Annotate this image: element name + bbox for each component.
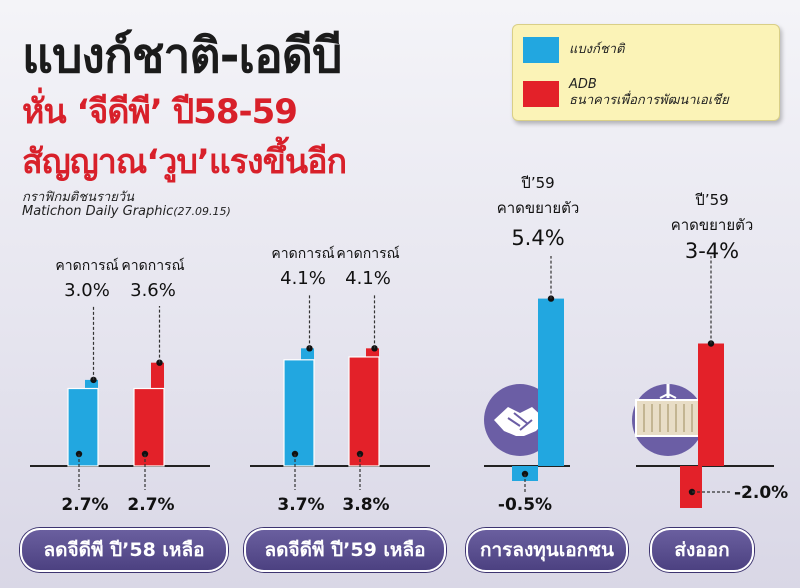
bar-value-1-bot xyxy=(283,359,315,467)
title-line-1: แบงก์ชาติ-เอดีบี xyxy=(22,28,342,84)
forecast-label-0-adb: 3.6% xyxy=(130,280,176,301)
bar-value-3-adb xyxy=(680,466,702,508)
forecast-caption-0-adb: คาดการณ์ xyxy=(121,257,184,274)
cargo-container-icon xyxy=(632,384,704,456)
value-label-2-bot: -0.5% xyxy=(498,495,552,515)
forecast-caption-1-bot: คาดการณ์ xyxy=(271,245,334,262)
bar-forecast-2-bot xyxy=(538,298,564,466)
category-pill-gdp58: ลดจีดีพี ปี’58 เหลือ xyxy=(20,528,228,572)
legend-label-adb: ADB xyxy=(569,77,597,92)
value-label-3-adb: -2.0% xyxy=(734,483,788,503)
value-label-0-bot: 2.7% xyxy=(61,495,108,515)
bar-forecast-3-adb xyxy=(698,343,724,466)
category-pill-gdp59: ลดจีดีพี ปี’59 เหลือ xyxy=(244,528,446,572)
category-pill-exports: ส่งออก xyxy=(650,528,754,572)
title-line-2: หั่น ‘จีดีพี’ ปี58-59 xyxy=(22,92,298,132)
title-line-3: สัญญาณ‘วูบ’แรงขึ้นอีก xyxy=(22,142,347,182)
forecast-label-1-bot: 4.1% xyxy=(280,268,326,289)
forecast-label-3-adb: 3-4% xyxy=(685,239,739,263)
forecast-caption-2-bot-line1: ปี’59 xyxy=(520,174,554,192)
bar-value-0-bot xyxy=(67,387,99,467)
forecast-label-0-bot: 3.0% xyxy=(64,280,110,301)
forecast-caption-1-adb: คาดการณ์ xyxy=(336,245,399,262)
forecast-caption-0-bot: คาดการณ์ xyxy=(55,257,118,274)
source-english: Matichon Daily Graphic(27.09.15) xyxy=(22,204,231,219)
source-date: (27.09.15) xyxy=(173,205,231,218)
legend-label-adb-full: ธนาคารเพื่อการพัฒนาเอเชีย xyxy=(569,93,729,108)
forecast-label-2-bot: 5.4% xyxy=(511,226,564,250)
value-label-1-bot: 3.7% xyxy=(277,495,324,515)
value-label-1-adb: 3.8% xyxy=(342,495,389,515)
bar-value-1-adb xyxy=(348,356,380,467)
bar-value-0-adb xyxy=(133,387,165,467)
legend-swatch-adb xyxy=(523,81,559,107)
legend-swatch-bot xyxy=(523,37,559,63)
forecast-caption-2-bot-line2: คาดขยายตัว xyxy=(497,199,580,217)
value-label-0-adb: 2.7% xyxy=(127,495,174,515)
forecast-caption-3-adb-line2: คาดขยายตัว xyxy=(671,216,754,234)
legend-label-bot: แบงก์ชาติ xyxy=(569,42,625,57)
forecast-label-1-adb: 4.1% xyxy=(345,268,391,289)
source-thai: กราฟิกมติชนรายวัน xyxy=(22,190,135,205)
category-pill-private-investment: การลงทุนเอกชน xyxy=(466,528,628,572)
source-english-text: Matichon Daily Graphic xyxy=(22,204,174,219)
forecast-caption-3-adb-line1: ปี’59 xyxy=(694,191,728,209)
legend: แบงก์ชาติ ADB ธนาคารเพื่อการพัฒนาเอเชีย xyxy=(512,24,780,121)
